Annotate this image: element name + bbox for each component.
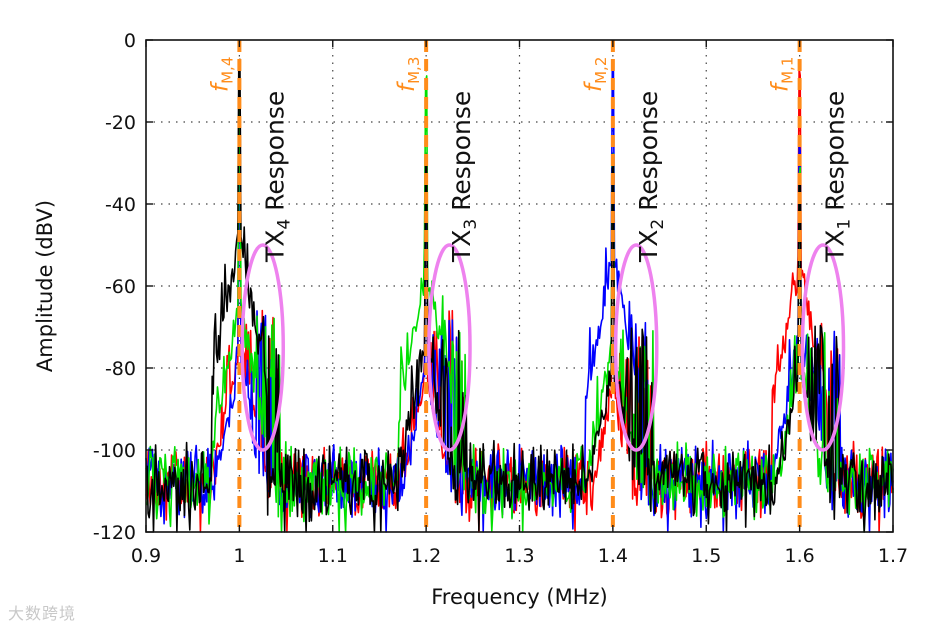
watermark: 大数跨境 xyxy=(8,604,77,623)
marker-label-3: fM,2 xyxy=(581,57,610,92)
y-tick-label: -80 xyxy=(105,358,136,380)
tx-response-label-4: TX1 Response xyxy=(821,91,855,263)
response-ellipse-4 xyxy=(800,243,846,452)
x-tick-label: 1.7 xyxy=(878,545,908,567)
marker-label-1: fM,4 xyxy=(207,57,236,92)
x-axis-label: Frequency (MHz) xyxy=(431,585,607,609)
tx-response-label-1: TX4 Response xyxy=(260,91,294,263)
y-tick-label: -40 xyxy=(105,194,136,216)
x-tick-label: 1.3 xyxy=(504,545,534,567)
y-tick-label: -120 xyxy=(93,522,136,544)
response-ellipse-2 xyxy=(427,243,472,452)
annotation-layer: TX4 Response TX3 Response TX2 Response TX1 … xyxy=(260,91,854,263)
tick-layer: 0.9 1 1.1 1.2 1.3 1.4 1.5 1.6 1.7 0 -20 -40 -60 -80 -1… xyxy=(93,30,908,567)
response-ellipse-3 xyxy=(613,243,659,452)
x-tick-label: 1 xyxy=(233,545,245,567)
ellipse-layer xyxy=(240,243,846,452)
x-tick-label: 1.6 xyxy=(785,545,815,567)
x-tick-label: 1.1 xyxy=(318,545,348,567)
marker-layer: fM,4 fM,3 fM,2 fM,1 xyxy=(207,40,802,532)
y-tick-label: -60 xyxy=(105,276,136,298)
x-tick-label: 0.9 xyxy=(131,545,161,567)
y-tick-label: -20 xyxy=(105,112,136,134)
y-tick-label: 0 xyxy=(124,30,136,52)
marker-label-4: fM,1 xyxy=(768,57,797,92)
series-layer xyxy=(145,58,894,533)
y-tick-label: -100 xyxy=(93,440,136,462)
x-tick-label: 1.5 xyxy=(691,545,721,567)
tx-response-label-2: TX3 Response xyxy=(447,91,481,263)
x-tick-label: 1.4 xyxy=(598,545,628,567)
marker-label-2: fM,3 xyxy=(394,57,423,92)
series-blue xyxy=(145,61,894,533)
series-black xyxy=(145,58,894,533)
response-ellipse-1 xyxy=(240,243,286,452)
y-axis-label: Amplitude (dBV) xyxy=(33,200,57,372)
x-tick-label: 1.2 xyxy=(411,545,441,567)
tx-response-label-3: TX2 Response xyxy=(634,91,668,263)
